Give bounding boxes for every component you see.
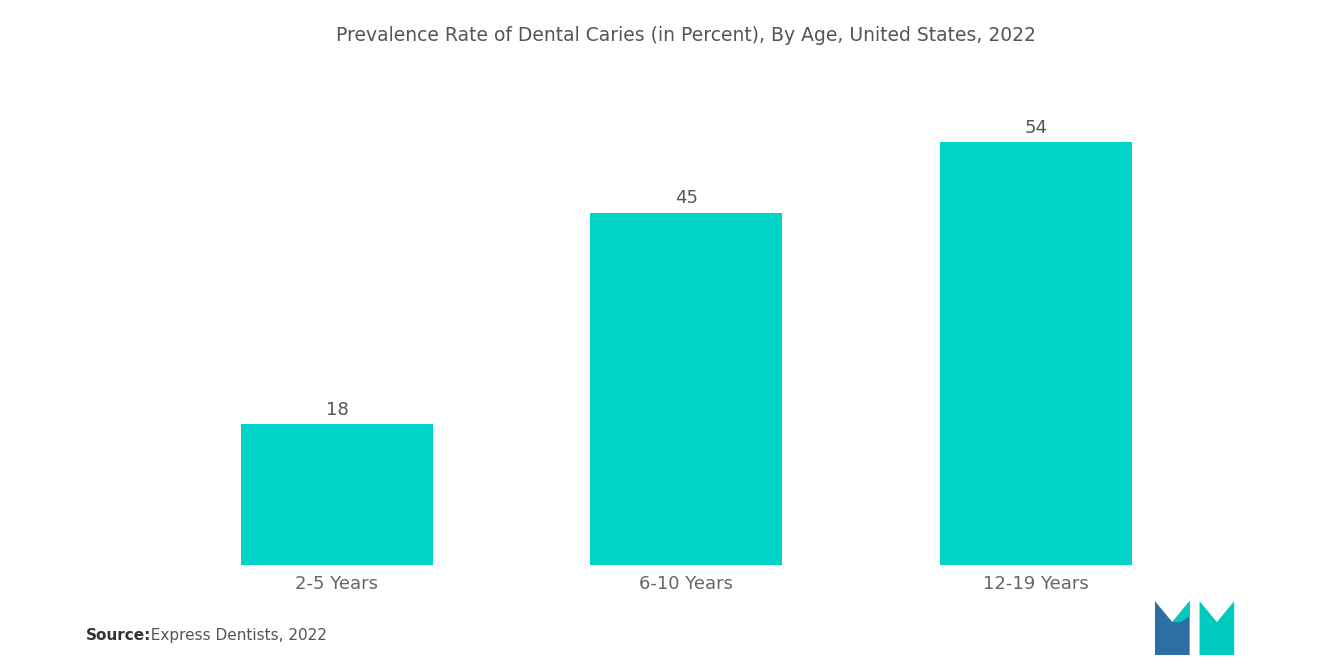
Bar <box>940 142 1131 565</box>
Polygon shape <box>1200 601 1234 655</box>
Title: Prevalence Rate of Dental Caries (in Percent), By Age, United States, 2022: Prevalence Rate of Dental Caries (in Per… <box>337 26 1036 45</box>
Bar <box>590 213 783 565</box>
Text: 54: 54 <box>1024 119 1047 137</box>
Text: 18: 18 <box>326 401 348 419</box>
Polygon shape <box>1172 601 1189 622</box>
Text: Source:: Source: <box>86 628 152 643</box>
Text: Express Dentists, 2022: Express Dentists, 2022 <box>141 628 327 643</box>
Text: 45: 45 <box>675 190 698 207</box>
Polygon shape <box>1155 601 1189 655</box>
Bar <box>240 424 433 565</box>
